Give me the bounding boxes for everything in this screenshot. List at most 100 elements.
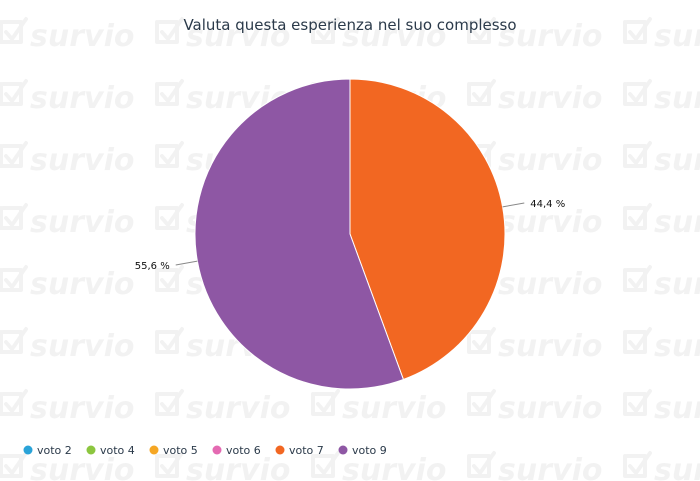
watermark-check-icon [467, 17, 496, 44]
watermark-check-icon [155, 389, 184, 416]
watermark-check-icon [467, 327, 496, 354]
legend-item-voto-5[interactable]: voto 5 [149, 444, 198, 457]
watermark-text: survio [654, 143, 700, 178]
watermark-logo: survio [311, 389, 446, 426]
watermark-check-icon [0, 17, 28, 44]
slice-label: 55,6 % [135, 261, 170, 272]
watermark-check-icon [155, 141, 184, 168]
watermark-logo: survio [623, 265, 700, 302]
watermark-check-icon [155, 17, 184, 44]
watermark-text: survio [186, 19, 290, 54]
legend-item-voto-2[interactable]: voto 2 [23, 444, 72, 457]
watermark-check-icon [0, 327, 28, 354]
watermark-logo: survio [155, 389, 290, 426]
watermark-text: survio [30, 267, 134, 302]
pie-slice-voto-9[interactable] [194, 78, 405, 390]
watermark-text: survio [498, 81, 602, 116]
legend-label: voto 4 [100, 444, 135, 457]
watermark-text: survio [30, 205, 134, 240]
watermark-check-icon [0, 141, 28, 168]
watermark-check-icon [155, 203, 184, 230]
watermark-logo: survio [0, 17, 134, 54]
watermark-check-icon [623, 17, 652, 44]
legend-item-voto-9[interactable]: voto 9 [338, 444, 387, 457]
slice-label: 44,4 % [530, 199, 565, 210]
watermark-text: survio [498, 205, 602, 240]
watermark-text: survio [498, 391, 602, 426]
watermark-check-icon [467, 389, 496, 416]
watermark-logo: survio [623, 203, 700, 240]
watermark-text: survio [342, 391, 446, 426]
watermark-logo: survio [623, 17, 700, 54]
watermark-logo: survio [0, 203, 134, 240]
watermark-text: survio [654, 19, 700, 54]
watermark-check-icon [0, 79, 28, 106]
watermark-logo: survio [623, 327, 700, 364]
legend-item-voto-6[interactable]: voto 6 [212, 444, 261, 457]
watermark-text: survio [654, 453, 700, 481]
watermark-text: survio [186, 453, 290, 481]
legend: voto 2 voto 4 voto 5 voto 6 voto 7 voto 9 [23, 444, 387, 457]
watermark-check-icon [311, 17, 340, 44]
watermark-logo: survio [0, 327, 134, 364]
watermark-check-icon [623, 389, 652, 416]
legend-marker [212, 445, 222, 455]
watermark-check-icon [467, 451, 496, 478]
watermark-text: survio [498, 143, 602, 178]
watermark-logo: survio [311, 17, 446, 54]
watermark-check-icon [0, 389, 28, 416]
watermark-logo: survio [623, 389, 700, 426]
watermark-logo: survio [467, 451, 602, 481]
legend-label: voto 5 [163, 444, 198, 457]
legend-item-voto-4[interactable]: voto 4 [86, 444, 135, 457]
watermark-text: survio [30, 391, 134, 426]
watermark-check-icon [623, 451, 652, 478]
watermark-logo: survio [155, 17, 290, 54]
watermark-logo: survio [155, 451, 290, 481]
watermark-text: survio [342, 19, 446, 54]
watermark-logo: survio [467, 389, 602, 426]
watermark-text: survio [30, 329, 134, 364]
watermark-logo: survio [623, 79, 700, 116]
watermark-check-icon [467, 79, 496, 106]
watermark-check-icon [623, 327, 652, 354]
pie-slice-voto-7[interactable] [349, 78, 506, 381]
watermark-check-icon [0, 265, 28, 292]
legend-item-voto-7[interactable]: voto 7 [275, 444, 324, 457]
watermark-logo: survio [0, 265, 134, 302]
watermark-text: survio [654, 267, 700, 302]
watermark-check-icon [155, 451, 184, 478]
watermark-logo: survio [467, 17, 602, 54]
slice-label-connector [175, 260, 198, 266]
legend-marker [275, 445, 285, 455]
watermark-text: survio [186, 391, 290, 426]
legend-label: voto 6 [226, 444, 261, 457]
watermark-check-icon [155, 265, 184, 292]
watermark-text: survio [654, 391, 700, 426]
watermark-text: survio [30, 81, 134, 116]
legend-marker [86, 445, 96, 455]
legend-label: voto 9 [352, 444, 387, 457]
watermark-text: survio [30, 19, 134, 54]
watermark-text: survio [654, 329, 700, 364]
watermark-check-icon [623, 203, 652, 230]
watermark-text: survio [342, 453, 446, 481]
watermark-text: survio [498, 19, 602, 54]
slice-label-connector [502, 202, 525, 208]
watermark-check-icon [155, 79, 184, 106]
watermark-logo: survio [0, 389, 134, 426]
watermark-check-icon [155, 327, 184, 354]
watermark-check-icon [623, 265, 652, 292]
watermark-logo: survio [0, 451, 134, 481]
watermark-text: survio [30, 143, 134, 178]
watermark-logo: survio [467, 327, 602, 364]
watermark-logo: survio [0, 79, 134, 116]
legend-label: voto 7 [289, 444, 324, 457]
legend-marker [23, 445, 33, 455]
watermark-text: survio [654, 81, 700, 116]
watermark-check-icon [623, 79, 652, 106]
watermark-text: survio [498, 267, 602, 302]
watermark-text: survio [654, 205, 700, 240]
watermark-logo: survio [311, 451, 446, 481]
